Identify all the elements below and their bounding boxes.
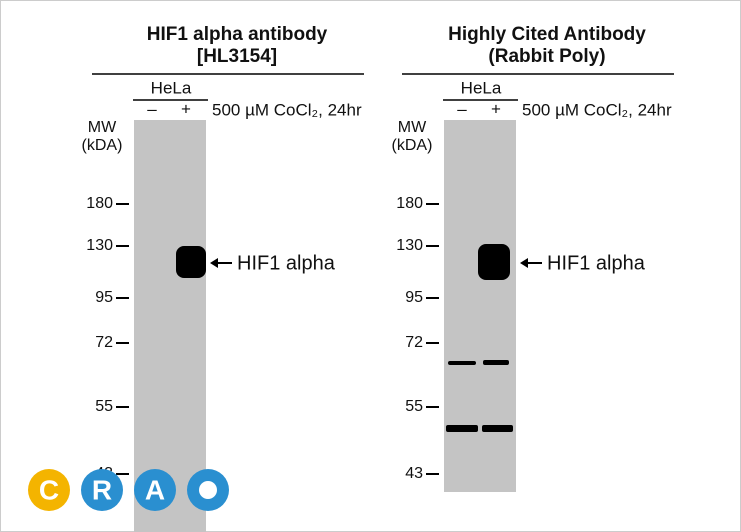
mw-label: (kDA) — [392, 137, 433, 154]
treatment: 500 µM CoCl₂, 24hr — [212, 100, 362, 119]
blot-strip — [134, 120, 206, 532]
lane-label: + — [491, 99, 501, 118]
logo-circle — [81, 469, 123, 511]
marker-label: 43 — [405, 465, 423, 482]
logo-letter: A — [145, 474, 165, 505]
panel-title: [HL3154] — [197, 46, 277, 67]
logo-letter: C — [39, 474, 59, 505]
band-label: HIF1 alpha — [547, 252, 646, 274]
treatment: 500 µM CoCl₂, 24hr — [522, 100, 672, 119]
band — [482, 425, 513, 432]
marker-label: 55 — [405, 398, 423, 415]
band — [176, 246, 206, 278]
lane-label: – — [457, 99, 467, 118]
band — [446, 425, 478, 432]
logo-dot — [199, 481, 217, 499]
logo-circle — [134, 469, 176, 511]
panel-title: Highly Cited Antibody — [448, 24, 646, 45]
marker-label: 72 — [95, 334, 113, 351]
mw-label: MW — [88, 119, 117, 136]
panel-title: HIF1 alpha antibody — [147, 24, 328, 45]
lane-label: + — [181, 99, 191, 118]
lane-label: – — [147, 99, 157, 118]
band — [483, 360, 509, 365]
marker-label: 130 — [396, 237, 423, 254]
marker-label: 180 — [86, 195, 113, 212]
marker-label: 72 — [405, 334, 423, 351]
arrow-head — [210, 258, 218, 268]
panel-title: (Rabbit Poly) — [488, 46, 605, 67]
band — [478, 244, 510, 280]
marker-label: 95 — [405, 289, 423, 306]
band-label: HIF1 alpha — [237, 252, 336, 274]
band — [448, 361, 476, 365]
marker-label: 55 — [95, 398, 113, 415]
cell-line: HeLa — [461, 78, 502, 97]
mw-label: MW — [398, 119, 427, 136]
blot-strip — [444, 120, 516, 492]
mw-label: (kDA) — [82, 137, 123, 154]
logo-letter: R — [92, 474, 112, 505]
marker-label: 130 — [86, 237, 113, 254]
logo-circle — [28, 469, 70, 511]
marker-label: 95 — [95, 289, 113, 306]
marker-label: 180 — [396, 195, 423, 212]
arrow-head — [520, 258, 528, 268]
cell-line: HeLa — [151, 78, 192, 97]
